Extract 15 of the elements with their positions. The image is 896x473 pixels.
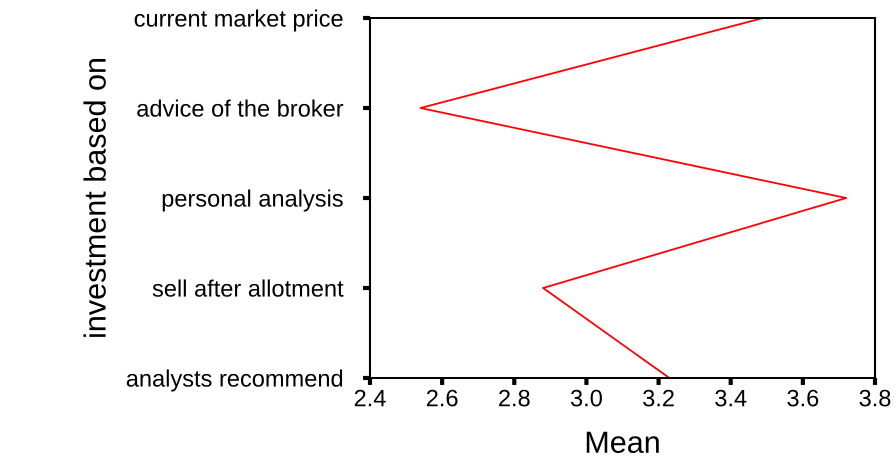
y-tick-label: sell after allotment <box>152 279 344 297</box>
x-tick-label: 3.2 <box>643 390 674 406</box>
x-tick-label: 2.8 <box>499 390 530 406</box>
x-tick-label: 2.6 <box>426 390 458 406</box>
x-axis-title: Mean <box>586 432 659 454</box>
y-tick-label: current market price <box>134 9 343 32</box>
x-tick-label: 3.6 <box>787 390 818 406</box>
x-tick-label: 2.4 <box>354 390 386 406</box>
y-tick-label: advice of the broker <box>137 99 344 117</box>
x-tick-label: 3.4 <box>715 390 746 406</box>
x-tick-label: 3.0 <box>570 390 602 406</box>
x-tick-label: 3.8 <box>859 390 890 406</box>
y-tick-label: analysts recommend <box>126 369 342 392</box>
y-tick-label: personal analysis <box>162 189 343 212</box>
y-axis-title: investment based on <box>83 58 106 337</box>
